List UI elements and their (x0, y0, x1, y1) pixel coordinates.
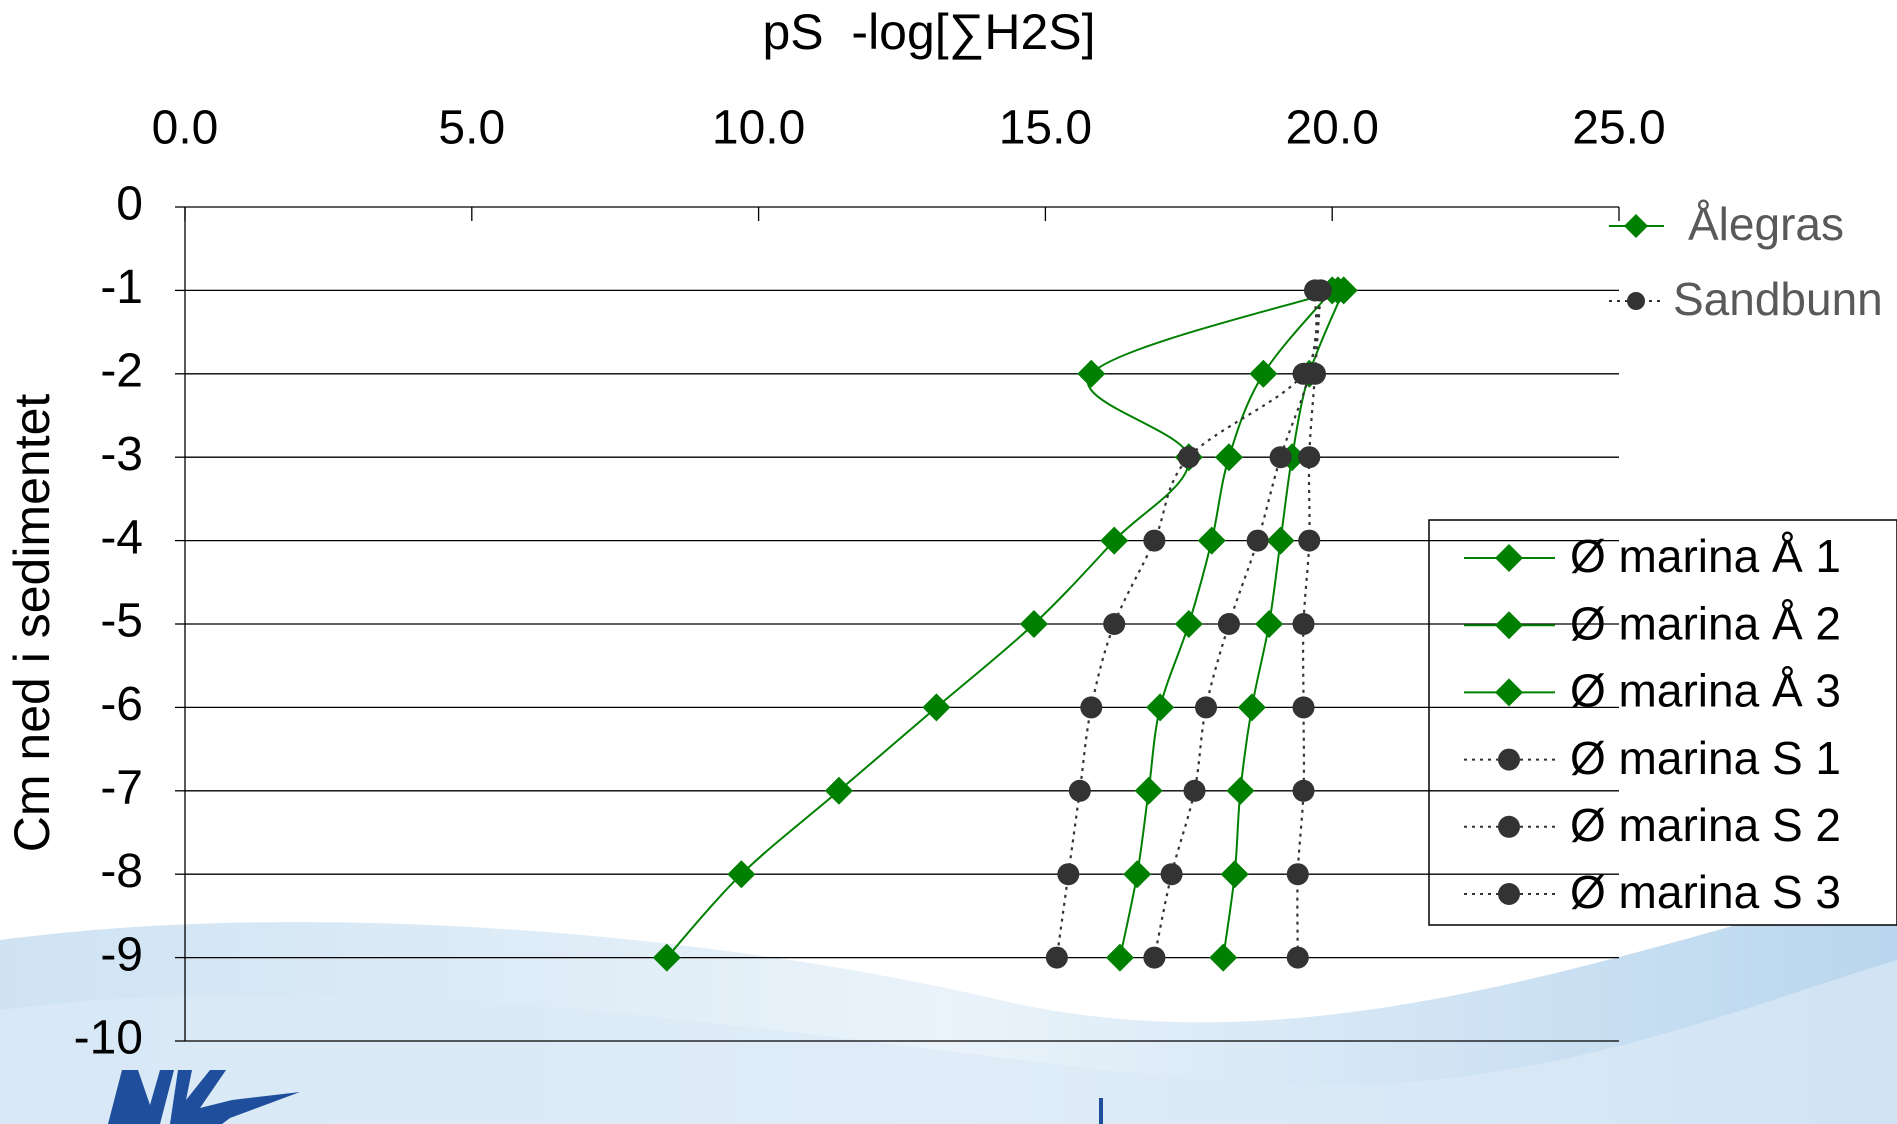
data-point (1287, 947, 1309, 969)
data-point (1195, 696, 1217, 718)
group-legend-label: Sandbunn (1673, 273, 1883, 325)
data-point (1123, 860, 1151, 888)
x-tick-label: 20.0 (1285, 102, 1378, 155)
group-legend-marker (1627, 292, 1645, 310)
y-tick-label: -6 (100, 678, 143, 731)
data-point (1143, 947, 1165, 969)
data-point (1238, 693, 1266, 721)
group-legend-marker (1624, 214, 1648, 238)
data-point (1298, 446, 1320, 468)
data-point (1198, 527, 1226, 555)
y-tick-label: -9 (100, 928, 143, 981)
data-point (1178, 446, 1200, 468)
page: pS -log[∑H2S] Cm ned i sedimentet 0 -1 -2 -… (0, 0, 1897, 1124)
data-point (1069, 780, 1091, 802)
legend-label: Ø marina S 2 (1570, 799, 1841, 851)
y-tick-label: -8 (100, 845, 143, 898)
data-point (1270, 446, 1292, 468)
data-point (1218, 613, 1240, 635)
data-point (1293, 613, 1315, 635)
legend-marker (1498, 883, 1520, 905)
data-point (1103, 613, 1125, 635)
data-point (1221, 860, 1249, 888)
legend-label: Ø marina Å 3 (1570, 665, 1841, 717)
chart: pS -log[∑H2S] Cm ned i sedimentet 0 -1 -2 -… (0, 0, 1897, 1124)
x-tick-label: 25.0 (1572, 102, 1665, 155)
y-tick-label: -4 (100, 511, 143, 564)
y-tick-label: -1 (100, 261, 143, 314)
data-point (1077, 360, 1105, 388)
legend-label: Ø marina S 3 (1570, 866, 1841, 918)
data-point (1287, 863, 1309, 885)
data-point (1304, 363, 1326, 385)
data-point (1209, 944, 1237, 972)
y-tick-label: -5 (100, 595, 143, 648)
data-point (1146, 693, 1174, 721)
data-point (922, 693, 950, 721)
data-point (1310, 279, 1332, 301)
data-point (1184, 780, 1206, 802)
data-point (1143, 530, 1165, 552)
y-tick-label: -3 (100, 428, 143, 481)
y-tick-label: -7 (100, 761, 143, 814)
data-point (1293, 780, 1315, 802)
x-tick-label: 10.0 (712, 102, 805, 155)
data-point (825, 777, 853, 805)
legend-label: Ø marina Å 1 (1570, 530, 1841, 582)
legend-marker (1498, 749, 1520, 771)
data-point (1293, 696, 1315, 718)
x-tick-label: 15.0 (999, 102, 1092, 155)
data-point (1247, 530, 1269, 552)
x-tick-label: 5.0 (438, 102, 505, 155)
group-legend-label: Ålegras (1688, 198, 1844, 250)
data-point (1106, 944, 1134, 972)
data-point (1226, 777, 1254, 805)
chart-title: pS -log[∑H2S] (762, 4, 1095, 60)
data-point (1249, 360, 1277, 388)
data-point (1046, 947, 1068, 969)
y-tick-label: 0 (116, 178, 143, 231)
data-point (1057, 863, 1079, 885)
y-tick-label: -10 (74, 1012, 143, 1065)
data-point (1161, 863, 1183, 885)
data-point (1298, 530, 1320, 552)
data-point (1135, 777, 1163, 805)
data-point (1175, 610, 1203, 638)
data-point (1267, 527, 1295, 555)
data-point (1255, 610, 1283, 638)
legend-label: Ø marina S 1 (1570, 732, 1841, 784)
y-axis-title: Cm ned i sedimentet (4, 394, 60, 853)
legend-label: Ø marina Å 2 (1570, 597, 1841, 649)
legend-marker (1498, 816, 1520, 838)
logo-mark (1099, 1098, 1103, 1124)
data-point (1215, 443, 1243, 471)
y-tick-label: -2 (100, 344, 143, 397)
data-point (1080, 696, 1102, 718)
x-tick-label: 0.0 (152, 102, 219, 155)
